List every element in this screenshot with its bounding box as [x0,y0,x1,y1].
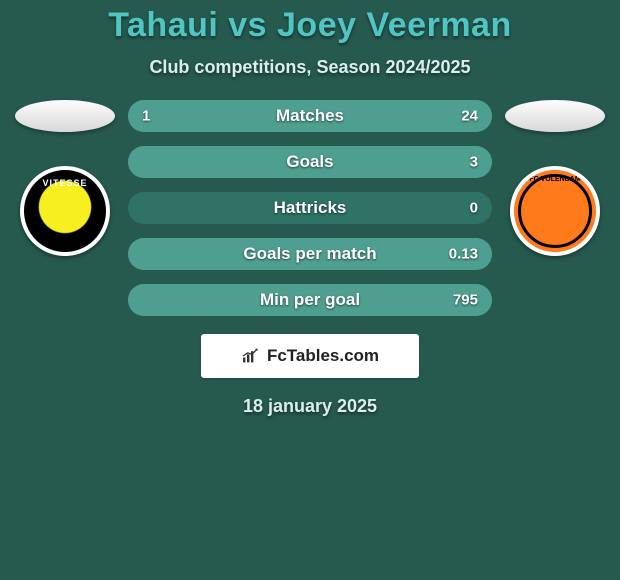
comparison-card: Tahaui vs Joey Veerman Club competitions… [0,0,620,580]
right-club-label: FC VOLENDAM [514,176,596,183]
right-side: FC VOLENDAM [500,100,610,256]
left-player-avatar [15,100,115,132]
left-club-crest: VITESSE [20,166,110,256]
stat-label: Matches [128,106,492,126]
stat-bar: 0.13Goals per match [128,238,492,270]
stat-label: Hattricks [128,198,492,218]
stat-bar: 124Matches [128,100,492,132]
stat-bar: 795Min per goal [128,284,492,316]
left-club-label: VITESSE [42,178,87,188]
date-text: 18 january 2025 [0,396,620,417]
stat-bar: 3Goals [128,146,492,178]
stat-label: Goals per match [128,244,492,264]
page-title: Tahaui vs Joey Veerman [0,6,620,45]
stat-label: Min per goal [128,290,492,310]
stat-bar: 0Hattricks [128,192,492,224]
stat-bars: 124Matches 3Goals 0Hattricks 0.13Goals per … [120,100,500,316]
brand-text: FcTables.com [267,346,379,366]
brand-badge[interactable]: FcTables.com [201,334,419,378]
right-club-crest: FC VOLENDAM [510,166,600,256]
left-side: VITESSE [10,100,120,256]
brand-chart-icon [241,348,261,364]
subtitle: Club competitions, Season 2024/2025 [0,57,620,78]
right-player-avatar [505,100,605,132]
stat-label: Goals [128,152,492,172]
content-row: VITESSE 124Matches 3Goals 0Hattricks 0.13Go… [0,100,620,316]
